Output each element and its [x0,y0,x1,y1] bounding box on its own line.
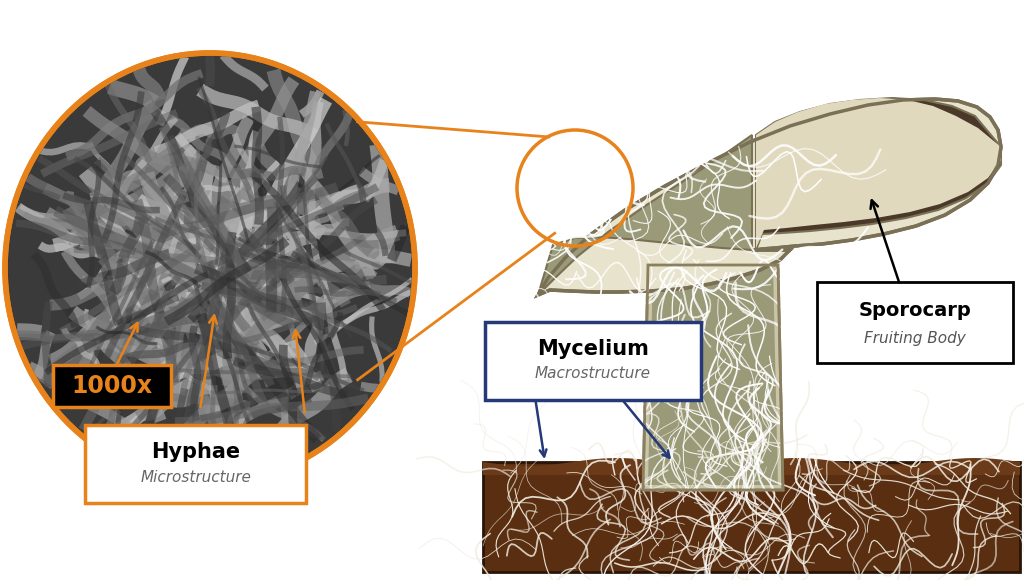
Polygon shape [538,99,1001,295]
Polygon shape [756,98,1001,248]
FancyBboxPatch shape [485,322,701,400]
Text: Sporocarp: Sporocarp [859,300,972,320]
Polygon shape [483,458,1020,475]
Text: Fruiting Body: Fruiting Body [864,331,966,346]
Bar [53,365,171,407]
Ellipse shape [5,53,415,483]
Text: Mycelium: Mycelium [537,339,649,359]
Polygon shape [483,462,1020,572]
Text: Hyphae: Hyphae [152,442,241,462]
Polygon shape [648,267,778,485]
Polygon shape [756,98,1001,250]
Polygon shape [538,135,752,295]
Text: Microstructure: Microstructure [140,469,252,484]
FancyBboxPatch shape [817,282,1013,363]
Polygon shape [643,265,783,490]
Text: Macrostructure: Macrostructure [535,367,651,382]
Text: 1000x: 1000x [72,374,153,398]
FancyBboxPatch shape [85,425,306,503]
